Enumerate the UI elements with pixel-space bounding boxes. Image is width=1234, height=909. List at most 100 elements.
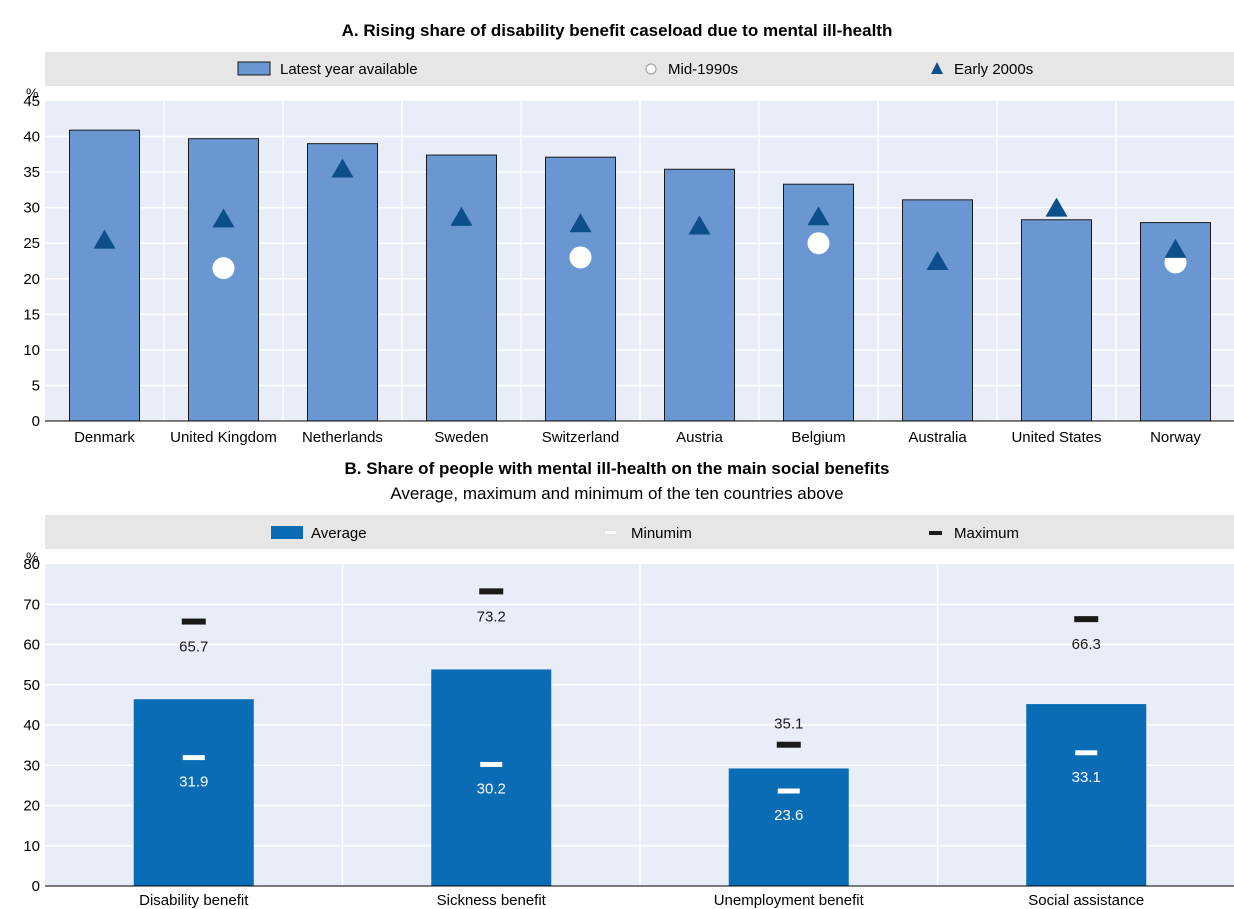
bar xyxy=(728,768,849,886)
panel-b-categories: Disability benefit Sickness benefit Unempl… xyxy=(139,892,1144,909)
y-tick-label: 20 xyxy=(23,271,40,288)
circle-marker xyxy=(212,257,235,280)
bar xyxy=(1021,219,1092,422)
max-marker xyxy=(1074,616,1099,623)
legend-marker-early-2000s xyxy=(931,62,943,74)
triangle-marker xyxy=(688,215,711,235)
triangle-marker xyxy=(569,213,592,233)
y-tick-label: 40 xyxy=(23,129,40,146)
triangle-marker xyxy=(331,158,354,178)
legend-marker-mid-1990s xyxy=(645,63,657,75)
legend-label-latest: Latest year available xyxy=(280,61,418,78)
legend-swatch-latest xyxy=(237,61,271,76)
min-data-label: 33.1 xyxy=(1072,769,1101,786)
category-label: Austria xyxy=(676,429,723,446)
triangle-marker xyxy=(450,206,473,226)
category-label: Social assistance xyxy=(1028,892,1144,909)
panel-a-legend-box xyxy=(45,52,1234,86)
y-tick-label: 5 xyxy=(32,377,40,394)
bar xyxy=(307,143,378,422)
y-tick-label: 30 xyxy=(23,200,40,217)
y-tick-label: 25 xyxy=(23,235,40,252)
max-marker xyxy=(479,588,504,595)
y-tick-label: 10 xyxy=(23,838,40,855)
y-tick-label: 0 xyxy=(32,878,40,895)
category-label: Netherlands xyxy=(302,429,383,446)
category-label: Disability benefit xyxy=(139,892,249,909)
y-tick-label: 70 xyxy=(23,596,40,613)
y-tick-label: 50 xyxy=(23,677,40,694)
y-tick-label: 10 xyxy=(23,342,40,359)
bar xyxy=(133,699,254,886)
triangle-marker xyxy=(93,229,116,249)
category-label: Australia xyxy=(908,429,967,446)
max-marker xyxy=(776,741,801,748)
max-data-label: 66.3 xyxy=(1072,636,1101,653)
panel-a-markers xyxy=(93,158,1187,280)
category-label: Switzerland xyxy=(542,429,620,446)
panel-b-unit-label: % xyxy=(26,549,38,565)
category-label: Belgium xyxy=(791,429,845,446)
min-marker xyxy=(182,755,205,761)
y-tick-label: 80 xyxy=(23,556,40,573)
bar xyxy=(1026,704,1147,886)
legend-label-average: Average xyxy=(311,525,367,542)
panel-b-bars xyxy=(133,669,1147,886)
bar xyxy=(902,199,973,422)
max-data-label: 73.2 xyxy=(477,608,506,625)
min-data-label: 30.2 xyxy=(477,780,506,797)
category-label: United States xyxy=(1011,429,1101,446)
y-tick-label: 20 xyxy=(23,798,40,815)
y-tick-label: 30 xyxy=(23,757,40,774)
triangle-marker xyxy=(1045,197,1068,217)
panel-a: A. Rising share of disability benefit ca… xyxy=(23,21,1234,446)
bar xyxy=(69,129,140,422)
y-tick-label: 35 xyxy=(23,164,40,181)
category-label: United Kingdom xyxy=(170,429,277,446)
circle-marker xyxy=(807,232,830,255)
min-marker xyxy=(480,761,503,767)
panel-a-y-axis: 0 5 10 15 20 25 30 35 40 45 xyxy=(23,93,40,430)
legend-marker-minimum xyxy=(605,531,616,534)
bar xyxy=(426,154,497,422)
category-label: Unemployment benefit xyxy=(714,892,865,909)
bar xyxy=(545,156,616,422)
triangle-marker xyxy=(212,208,235,228)
legend-label-early-2000s: Early 2000s xyxy=(954,61,1033,78)
max-data-label: 35.1 xyxy=(774,716,803,733)
bar xyxy=(188,138,259,422)
panel-b-title: B. Share of people with mental ill-healt… xyxy=(344,459,889,478)
max-data-label: 65.7 xyxy=(179,639,208,656)
panel-a-title: A. Rising share of disability benefit ca… xyxy=(342,21,893,40)
panel-b: B. Share of people with mental ill-healt… xyxy=(23,459,1234,909)
y-tick-label: 15 xyxy=(23,306,40,323)
min-data-label: 23.6 xyxy=(774,807,803,824)
panel-b-y-axis: 0 10 20 30 40 50 60 70 80 xyxy=(23,556,40,895)
bar xyxy=(431,669,552,886)
min-marker xyxy=(777,788,800,794)
panel-b-markers: 31.9 65.7 30.2 73.2 23.6 35.1 33.1 66.3 xyxy=(179,588,1101,824)
legend-swatch-average xyxy=(271,526,303,539)
min-data-label: 31.9 xyxy=(179,774,208,791)
legend-marker-maximum xyxy=(929,531,942,535)
triangle-marker xyxy=(1164,238,1187,258)
y-tick-label: 0 xyxy=(32,413,40,430)
y-tick-label: 60 xyxy=(23,637,40,654)
triangle-marker xyxy=(807,206,830,226)
category-label: Denmark xyxy=(74,429,135,446)
min-marker xyxy=(1075,750,1098,756)
panel-a-legend: Latest year available Mid-1990s Early 20… xyxy=(237,61,1033,78)
legend-label-mid-1990s: Mid-1990s xyxy=(668,61,738,78)
legend-label-minimum: Minumim xyxy=(631,525,692,542)
panel-b-legend: Average Minumim Maximum xyxy=(271,525,1019,542)
circle-marker xyxy=(569,246,592,269)
legend-label-maximum: Maximum xyxy=(954,525,1019,542)
triangle-marker xyxy=(926,251,949,270)
bar xyxy=(664,168,735,422)
category-label: Sickness benefit xyxy=(437,892,547,909)
max-marker xyxy=(181,618,206,625)
y-tick-label: 40 xyxy=(23,717,40,734)
panel-a-unit-label: % xyxy=(26,85,38,101)
category-label: Sweden xyxy=(434,429,488,446)
